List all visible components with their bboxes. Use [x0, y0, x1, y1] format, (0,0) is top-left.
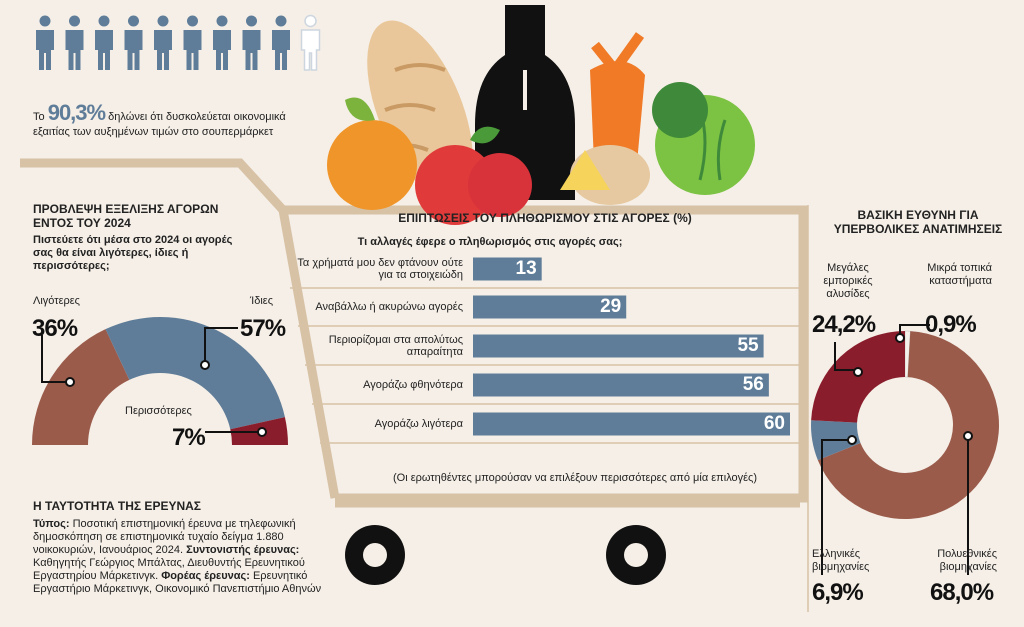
leader-dot: [200, 360, 210, 370]
person-head: [275, 15, 287, 27]
chart-subtitle: Πιστεύετε ότι μέσα στο 2024 οι αγορές σα…: [33, 234, 233, 272]
leader-line: [41, 335, 70, 383]
bar: [473, 373, 769, 397]
survey-label: Συντονιστής έρευνας:: [186, 544, 300, 556]
stat-text: δηλώνει ότι δυσκολεύεται οικονομικά εξαι…: [33, 111, 286, 138]
header-stat: Το 90,3% δηλώνει ότι δυσκολεύεται οικονο…: [33, 100, 323, 139]
value-label: 57%: [240, 315, 286, 342]
bar: [473, 295, 627, 319]
person-head: [69, 15, 80, 27]
leader-dot: [65, 377, 75, 387]
value-label: 68,0%: [930, 579, 994, 606]
person-head: [187, 15, 198, 27]
person-head: [246, 15, 257, 27]
legend-label: Πολυεθνικές βιομηχανίες: [937, 548, 997, 573]
survey-value: Ερευνητικό Εργαστήριο Μάρκετινγκ, Οικονο…: [33, 570, 322, 595]
chart-subtitle: Τι αλλαγές έφερε ο πληθωρισμός στις αγορ…: [357, 236, 623, 248]
person-body: [242, 30, 261, 70]
category-label: Αγοράζω λιγότερα: [374, 418, 463, 430]
person-body: [124, 30, 143, 70]
legend-label: Μεγάλες εμπορικές αλυσίδες: [823, 262, 873, 300]
value-label: 0,9%: [925, 311, 977, 338]
value-label: 13: [515, 258, 537, 279]
legend-label: Μικρά τοπικά καταστήματα: [927, 262, 992, 287]
slice: [105, 317, 285, 430]
bar: [473, 257, 542, 281]
legend-label: Περισσότερες: [125, 405, 192, 417]
leader-dot: [257, 427, 267, 437]
leader-line: [821, 439, 848, 575]
survey-title: Η ΤΑΥΤΟΤΗΤΑ ΤΗΣ ΕΡΕΥΝΑΣ: [33, 499, 201, 513]
survey: Η ΤΑΥΤΟΤΗΤΑ ΤΗΣ ΕΡΕΥΝΑΣ Τύπος: Ποσοτική …: [33, 500, 333, 596]
stat-value: 90,3%: [47, 100, 106, 125]
people-icons: [36, 14, 321, 71]
person-body: [95, 30, 113, 70]
survey-text: Τύπος: Ποσοτική επιστημονική έρευνα με τ…: [33, 518, 333, 596]
person-body: [65, 30, 84, 70]
value-label: 55: [737, 335, 759, 356]
chart-title: ΕΠΙΠΤΩΣΕΙΣ ΤΟΥ ΠΛΗΘΩΡΙΣΜΟΥ ΣΤΙΣ ΑΓΟΡΕΣ (…: [398, 211, 692, 225]
person-head: [157, 15, 169, 27]
survey-label: Τύπος:: [33, 518, 70, 530]
wheels: [345, 525, 666, 585]
category-label: Αγοράζω φθηνότερα: [363, 379, 463, 391]
value-label: 36%: [32, 315, 78, 342]
cart: [20, 158, 808, 508]
legend-label: Λιγότερες: [33, 295, 80, 307]
chart-title: ΒΑΣΙΚΗ ΕΥΘΥΝΗ ΓΙΑ ΥΠΕΡΒΟΛΙΚΕΣ ΑΝΑΤΙΜΗΣΕΙ…: [833, 208, 1003, 236]
value-label: 24,2%: [812, 311, 876, 338]
person-body: [154, 30, 172, 70]
value-label: 56: [742, 374, 764, 395]
value-label: 60: [763, 413, 785, 434]
value-label: 7%: [172, 424, 206, 451]
leader-line: [204, 327, 238, 365]
value-label: 29: [600, 296, 622, 317]
slice: [32, 329, 130, 445]
person-body: [300, 29, 321, 71]
person-body: [36, 30, 54, 70]
category-label: Τα χρήματά μου δεν φτάνουν ούτε για τα σ…: [297, 257, 463, 281]
person-body: [272, 30, 290, 70]
leader-dot: [847, 435, 857, 445]
survey-label: Φορέας έρευνας:: [161, 570, 250, 582]
cart-dividers: [290, 287, 800, 444]
slice: [904, 330, 911, 378]
leader-dot: [853, 367, 863, 377]
person-body: [213, 30, 231, 70]
slice: [817, 331, 999, 519]
person-head: [304, 14, 317, 28]
legend-label: Ίδιες: [250, 295, 273, 307]
survey-value: Καθηγητής Γεώργιος Μπάλτας, Διευθυντής Ε…: [33, 557, 305, 582]
leader-line: [834, 342, 855, 371]
chart-note: (Οι ερωτηθέντες μπορούσαν να επιλέξουν π…: [392, 472, 758, 484]
leader-dot: [963, 431, 973, 441]
bar: [473, 412, 790, 436]
person-head: [39, 15, 51, 27]
category-label: Αναβάλλω ή ακυρώνω αγορές: [315, 301, 463, 313]
value-label: 6,9%: [812, 579, 864, 606]
person-body: [183, 30, 202, 70]
leader-dot: [895, 333, 905, 343]
survey-value: Ποσοτική επιστημονική έρευνα με τηλεφωνι…: [33, 518, 296, 556]
bar: [473, 334, 764, 358]
chart-title: ΠΡΟΒΛΕΨΗ ΕΞΕΛΙΞΗΣ ΑΓΟΡΩΝ ΕΝΤΟΣ ΤΟΥ 2024: [33, 202, 219, 230]
groceries: [327, 5, 755, 225]
category-label: Περιορίζομαι στα απολύτως απαραίτητα: [328, 334, 463, 358]
person-head: [216, 15, 228, 27]
legend-label: Ελληνικές βιομηχανίες: [812, 548, 870, 573]
person-head: [128, 15, 139, 27]
person-head: [98, 15, 110, 27]
stat-prefix: Το: [33, 111, 45, 123]
